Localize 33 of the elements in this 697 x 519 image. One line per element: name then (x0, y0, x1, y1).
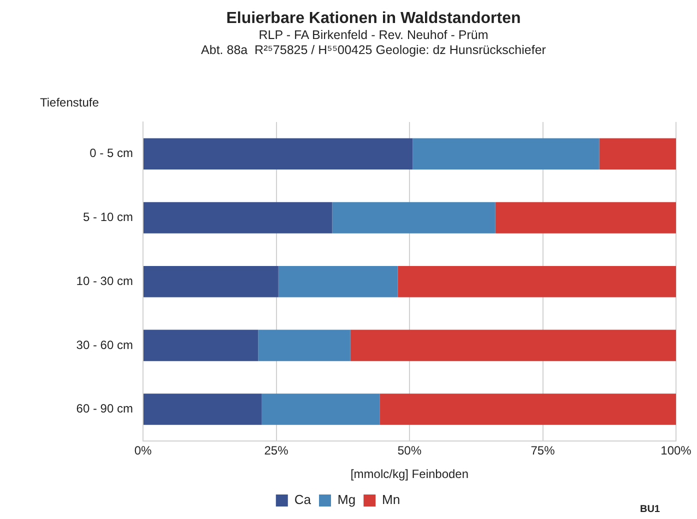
text: BU1 (640, 504, 660, 515)
y-tick-label: 30 - 60 cm (76, 338, 133, 352)
chart-title: Eluierbare Kationen in Waldstandorten (225, 10, 522, 28)
x-axis-title: [mmolc/kg] Feinboden (350, 467, 469, 482)
x-tick-label: 100% (660, 444, 692, 458)
chart-subtitle: RLP - FA Birkenfeld - Rev. Neuhof - Prüm Abt. 88a R²⁵75825 / H⁵⁵00425 Geologie: dz Hunsrückschiefer (200, 28, 547, 58)
y-tick-label: 10 - 30 cm (76, 274, 133, 288)
x-tick-label: 75% (530, 444, 556, 458)
legend-label: Mn (382, 492, 400, 508)
bar (599, 138, 676, 170)
bar (398, 266, 676, 298)
bar (350, 330, 676, 362)
bar (262, 394, 380, 425)
x-tick-label: 0% (134, 444, 152, 458)
x-tick-label: 25% (264, 444, 289, 458)
x-tick-label: 50% (397, 444, 422, 458)
y-axis-title: Tiefenstufe (40, 95, 100, 110)
bar (278, 266, 398, 298)
bar (144, 394, 262, 425)
bar (144, 266, 278, 298)
y-tick-label: 60 - 90 cm (76, 402, 133, 416)
bar (495, 202, 676, 234)
bar (380, 394, 676, 425)
bar (332, 202, 496, 234)
bar (258, 330, 350, 362)
legend-label: Mg (338, 492, 356, 508)
bar (144, 138, 413, 170)
bar (412, 138, 600, 170)
legend-label: Ca (294, 492, 312, 508)
bar (144, 330, 258, 362)
y-tick-label: 0 - 5 cm (90, 146, 133, 160)
y-tick-label: 5 - 10 cm (82, 210, 134, 224)
bar (144, 202, 332, 234)
